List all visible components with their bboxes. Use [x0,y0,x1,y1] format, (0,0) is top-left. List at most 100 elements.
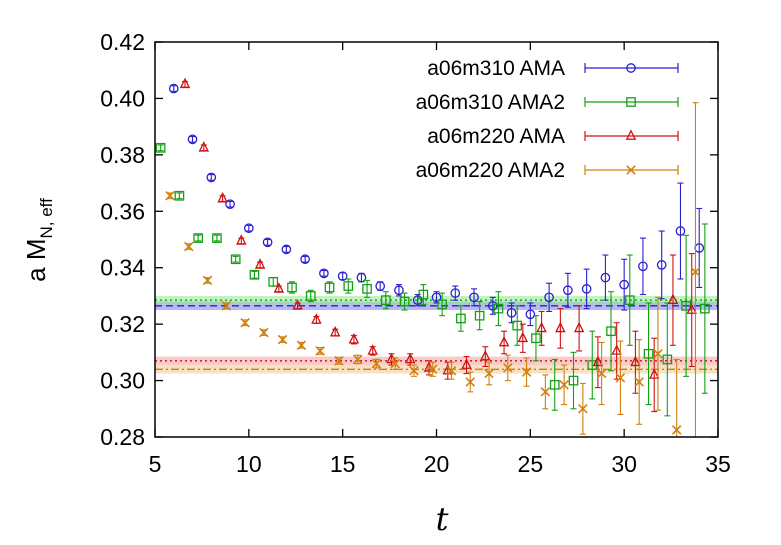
data-point [487,300,498,311]
data-point [469,292,479,303]
legend-entry-4: a06m220 AMA2 [416,159,679,182]
legend-marker [626,165,636,175]
data-point [634,377,644,387]
fit-band-4 [155,365,718,374]
data-point [292,299,303,310]
data-point [480,349,491,361]
data-point [630,355,641,367]
legend-label: a06m220 AMA [427,125,565,148]
data-point [217,191,228,203]
legend-marker [626,97,636,107]
data-point [184,241,194,252]
data-point [431,292,442,303]
data-point [638,261,648,272]
x-tick-label: 5 [149,451,162,477]
data-point [592,355,604,367]
legend-marker [626,63,636,73]
data-point [540,387,551,397]
data-point [356,272,367,283]
data-point [404,352,416,364]
x-tick-label: 30 [611,451,637,477]
data-point [461,358,472,369]
data-point [399,296,410,307]
legend-label: a06m220 AMA2 [416,159,565,182]
data-point [230,254,241,265]
data-point [155,142,166,153]
data-point [249,269,260,280]
y-tick-label: 0.36 [100,198,145,224]
data-point [174,190,185,201]
data-point [206,172,217,183]
data-point [409,365,419,376]
data-point [367,344,378,355]
data-point [187,134,198,145]
y-axis-label-main: a M [21,238,51,281]
data-point [243,223,254,234]
data-point [165,191,175,201]
data-point [334,356,344,366]
data-point [611,344,622,355]
y-tick-label: 0.38 [100,142,145,168]
data-point [690,267,701,277]
y-axis-label: a MN, eff [21,198,56,282]
data-point [512,320,523,331]
data-point [418,289,429,300]
data-point [259,327,269,338]
data-point [221,301,232,311]
data-point [555,321,566,333]
tick-labels: 5 10 15 20 25 30 35 0.28 0.30 0.32 0.34 0.36 0.38 0.4… [100,29,731,477]
data-point [531,333,541,344]
data-point [254,258,266,269]
data-point [296,340,307,351]
data-point [536,321,547,333]
data-point [656,260,667,270]
data-point [493,303,504,314]
data-point [380,295,391,306]
data-point [236,234,247,245]
data-point [375,281,386,291]
data-point [563,285,573,296]
legend-label: a06m310 AMA2 [416,91,565,114]
legend-entry-2: a06m310 AMA2 [416,91,679,114]
data-point [648,368,660,379]
axis-ticks [154,41,719,438]
legend-entry-1: a06m310 AMA [427,57,679,80]
data-point [606,326,616,337]
data-point [653,349,663,359]
x-tick-label: 35 [705,451,731,477]
x-tick-label: 25 [518,451,544,477]
data-point [559,380,569,390]
y-tick-label: 0.34 [100,255,145,281]
legend-entry-3: a06m220 AMA [427,125,679,148]
y-tick-label: 0.32 [100,311,145,337]
data-point [615,372,626,383]
data-point [348,333,360,344]
data-point [671,425,682,435]
x-tick-label: 15 [330,451,356,477]
data-point [262,237,273,248]
data-point [573,321,585,333]
data-point [281,244,292,255]
data-point [390,358,400,369]
data-point [446,365,457,376]
data-point [521,367,532,377]
legend-marker [625,129,637,140]
legend: a06m310 AMA a06m310 AMA2 a06m220 AMA a06m22… [416,57,679,182]
y-tick-label: 0.30 [100,368,145,394]
data-points [155,77,710,437]
data-point [686,303,697,314]
data-point [394,285,404,296]
data-point [168,83,179,94]
y-axis-label-sub: N, eff [37,198,56,239]
legend-label: a06m310 AMA [427,57,565,80]
data-point [412,295,423,306]
data-point [371,358,382,369]
series-2 [155,142,710,417]
data-point [525,309,536,320]
data-point [619,279,630,290]
y-tick-label: 0.28 [100,424,145,450]
data-point [643,348,654,359]
data-point [362,284,372,294]
data-point [273,282,285,293]
